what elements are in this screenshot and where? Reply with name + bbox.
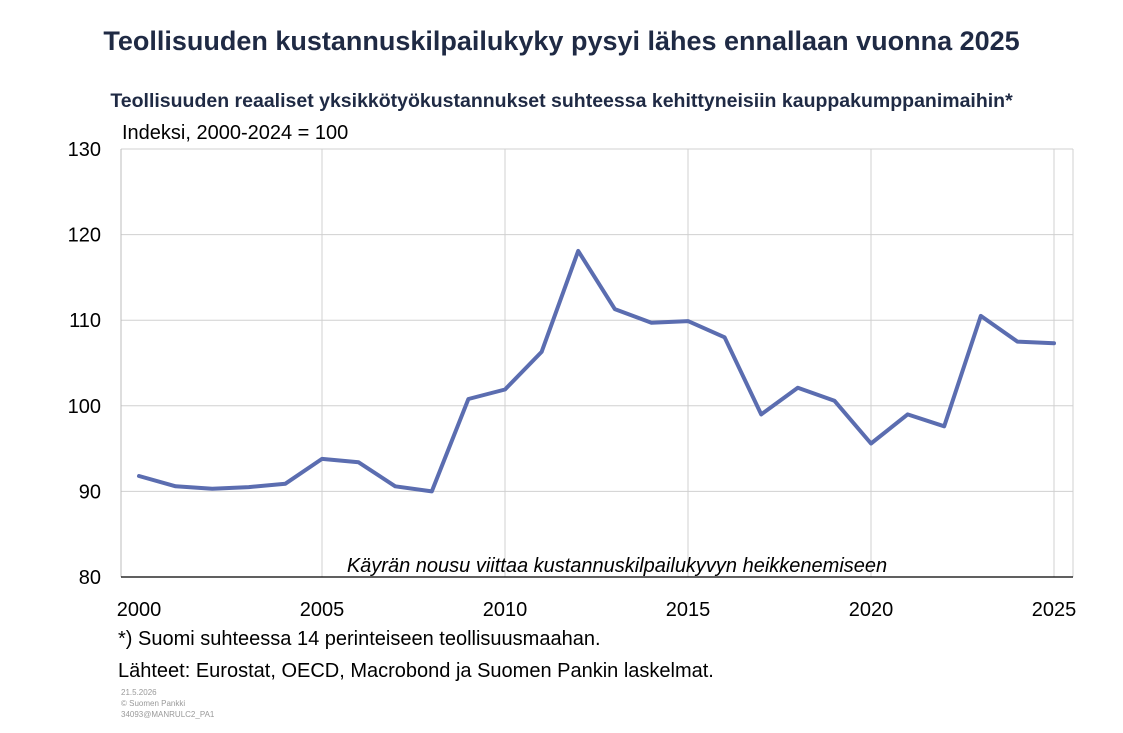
data-point — [503, 388, 507, 392]
data-point — [393, 484, 397, 488]
data-point — [1052, 341, 1056, 345]
meta-chart-id: 34093@MANRULC2_PA1 — [121, 710, 215, 719]
footnote: *) Suomi suhteessa 14 perinteiseen teoll… — [118, 628, 601, 650]
axes — [120, 149, 1074, 578]
x-tick-label: 2000 — [117, 599, 162, 621]
data-point — [357, 460, 361, 464]
x-tick-label: 2020 — [849, 599, 894, 621]
data-point — [430, 489, 434, 493]
series-line — [137, 248, 1056, 494]
data-point — [979, 314, 983, 318]
grid-lines — [121, 148, 1073, 577]
x-tick-label: 2025 — [1032, 599, 1077, 621]
data-point — [174, 484, 178, 488]
data-point — [210, 487, 214, 491]
x-tick-label: 2015 — [666, 599, 711, 621]
y-axis-unit-label: Indeksi, 2000-2024 = 100 — [122, 122, 349, 144]
chart-title: Teollisuuden kustannuskilpailukyky pysyi… — [103, 26, 1020, 56]
y-tick-label: 130 — [68, 139, 101, 161]
data-point — [649, 321, 653, 325]
data-point — [247, 485, 251, 489]
y-tick-label: 90 — [79, 481, 101, 503]
data-point — [942, 424, 946, 428]
data-point — [540, 350, 544, 354]
meta-copyright: © Suomen Pankki — [121, 699, 186, 708]
x-tick-label: 2010 — [483, 599, 528, 621]
y-tick-label: 100 — [68, 396, 101, 418]
data-point — [320, 457, 324, 461]
tick-labels: 80 90 100 110 120 130 2000 2005 2010 2015 2020 2025 — [68, 139, 1077, 621]
data-point — [137, 474, 141, 478]
data-point — [613, 307, 617, 311]
data-point — [283, 482, 287, 486]
sources-note: Lähteet: Eurostat, OECD, Macrobond ja Su… — [118, 660, 714, 682]
data-point — [1015, 340, 1019, 344]
x-tick-label: 2005 — [300, 599, 345, 621]
y-tick-label: 110 — [69, 310, 101, 332]
data-point — [466, 397, 470, 401]
y-tick-label: 80 — [79, 567, 101, 589]
y-tick-label: 120 — [68, 225, 101, 247]
data-point — [832, 399, 836, 403]
data-point — [759, 412, 763, 416]
chart-subtitle: Teollisuuden reaaliset yksikkötyökustann… — [110, 90, 1013, 112]
data-point — [686, 319, 690, 323]
chart-annotation: Käyrän nousu viittaa kustannuskilpailuky… — [347, 555, 887, 577]
meta-date: 21.5.2026 — [121, 688, 157, 697]
data-point — [796, 386, 800, 390]
data-point — [576, 249, 580, 253]
data-point — [869, 441, 873, 445]
data-point — [723, 335, 727, 339]
data-point — [906, 412, 910, 416]
series — [137, 248, 1056, 494]
